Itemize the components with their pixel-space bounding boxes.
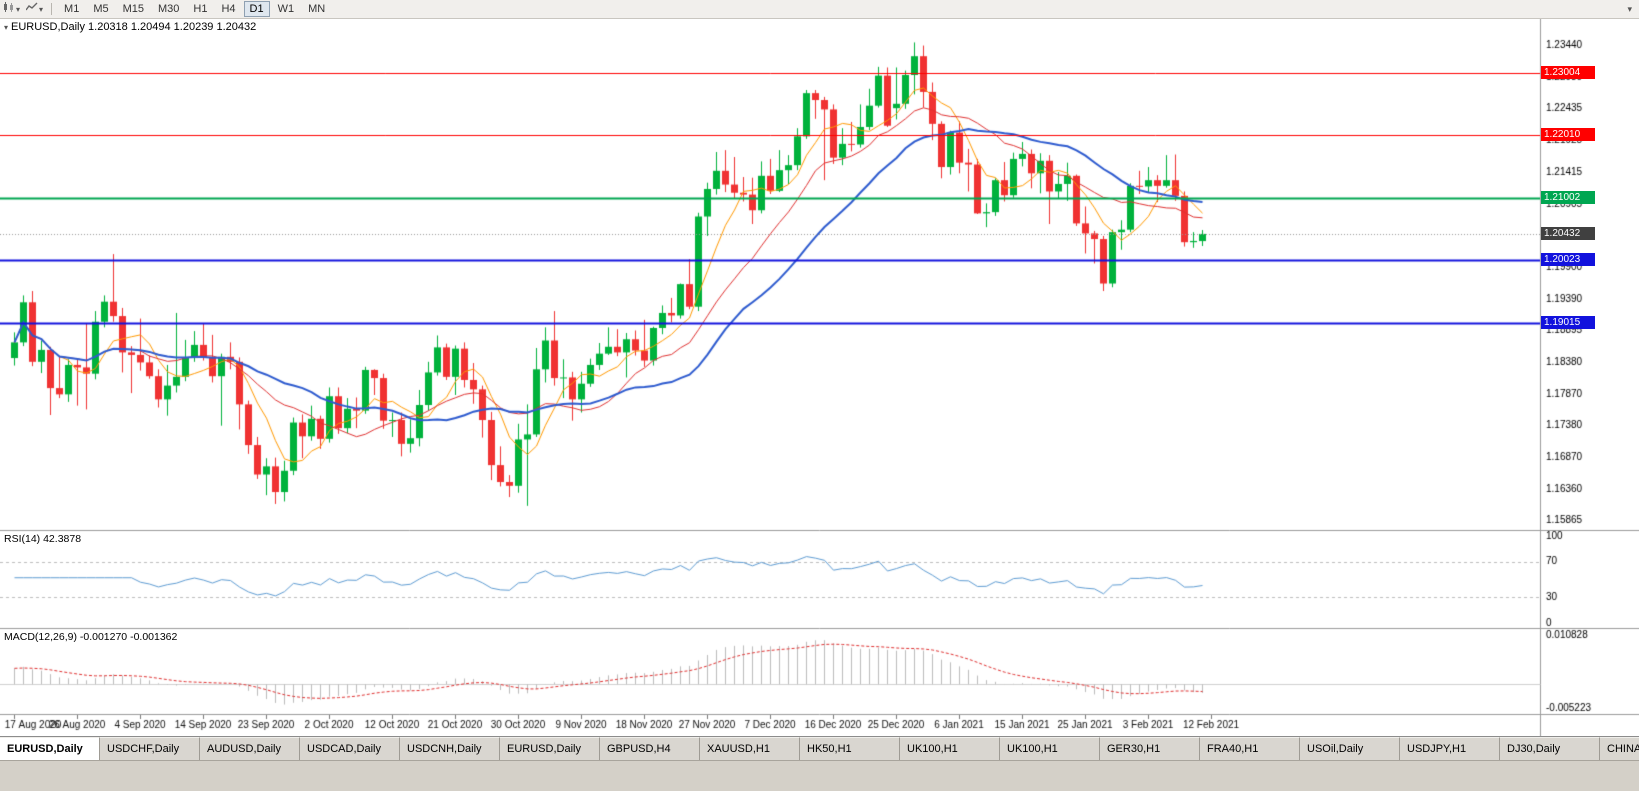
chart-tab-eurusd-daily[interactable]: EURUSD,Daily <box>500 737 600 761</box>
chart-type-dropdown[interactable]: ▾ <box>0 1 23 17</box>
timeframe-button-h1[interactable]: H1 <box>193 3 208 15</box>
chart-tab-uk100-h1[interactable]: UK100,H1 <box>900 737 1000 761</box>
hline-price-label-1.22010[interactable]: 1.22010 <box>1541 128 1595 141</box>
timeframe-button-m5[interactable]: M5 <box>93 3 109 15</box>
chevron-down-icon: ▾ <box>16 4 21 14</box>
timeframe-button-mn[interactable]: MN <box>308 3 326 15</box>
indicator-line-icon <box>25 2 38 16</box>
chart-tab-usdcad-daily[interactable]: USDCAD,Daily <box>300 737 400 761</box>
hline-price-label-1.19015[interactable]: 1.19015 <box>1541 316 1595 329</box>
toolbar-separator <box>51 3 53 15</box>
collapse-triangle-icon: ▾ <box>4 23 9 32</box>
chart-ohlc-label: ▾ EURUSD,Daily 1.20318 1.20494 1.20239 1.… <box>4 21 256 33</box>
hline-price-label-1.20023[interactable]: 1.20023 <box>1541 253 1595 266</box>
chart-tab-usdchf-daily[interactable]: USDCHF,Daily <box>100 737 200 761</box>
chevron-down-icon: ▾ <box>39 4 44 14</box>
current-price-label[interactable]: 1.20432 <box>1541 227 1595 240</box>
price-chart-canvas[interactable] <box>0 18 1639 736</box>
chart-tab-dj30-daily[interactable]: DJ30,Daily <box>1500 737 1600 761</box>
candlestick-chart-icon <box>3 2 15 16</box>
timeframe-button-m15[interactable]: M15 <box>122 3 144 15</box>
status-bar <box>0 760 1639 791</box>
timeframe-button-w1[interactable]: W1 <box>277 3 295 15</box>
timeframe-button-m1[interactable]: M1 <box>64 3 80 15</box>
hline-price-label-1.21002[interactable]: 1.21002 <box>1541 191 1595 204</box>
rsi-indicator-label: RSI(14) 42.3878 <box>4 533 82 545</box>
toolbar-more-button[interactable]: ▾ <box>1627 3 1632 14</box>
hline-price-label-1.23004[interactable]: 1.23004 <box>1541 66 1595 79</box>
timeframe-buttons: M1 M5 M15 M30 H1 H4 D1 W1 MN <box>57 1 332 17</box>
chart-tab-hk50-h1[interactable]: HK50,H1 <box>800 737 900 761</box>
chart-tab-china300-h1[interactable]: CHINA300,H1 <box>1600 737 1639 761</box>
chart-tab-eurusd-daily[interactable]: EURUSD,Daily <box>0 737 100 761</box>
chart-tab-bar: EURUSD,Daily USDCHF,Daily AUDUSD,Daily USDC… <box>0 736 1639 761</box>
toolbar: ▾ ▾ M1 M5 M15 M30 H1 H4 D1 W1 MN ▾ <box>0 0 1639 19</box>
chart-tab-xauusd-h1[interactable]: XAUUSD,H1 <box>700 737 800 761</box>
timeframe-button-m30[interactable]: M30 <box>158 3 180 15</box>
timeframe-button-h4[interactable]: H4 <box>221 3 236 15</box>
chart-tab-audusd-daily[interactable]: AUDUSD,Daily <box>200 737 300 761</box>
timeframe-button-d1[interactable]: D1 <box>243 1 270 17</box>
chart-tab-usoil-daily[interactable]: USOil,Daily <box>1300 737 1400 761</box>
chart-tab-ger30-h1[interactable]: GER30,H1 <box>1100 737 1200 761</box>
chart-tab-fra40-h1[interactable]: FRA40,H1 <box>1200 737 1300 761</box>
chart-tab-uk100-h1[interactable]: UK100,H1 <box>1000 737 1100 761</box>
chart-area: ▾ EURUSD,Daily 1.20318 1.20494 1.20239 1.… <box>0 18 1639 736</box>
chart-tab-usdjpy-h1[interactable]: USDJPY,H1 <box>1400 737 1500 761</box>
indicators-dropdown[interactable]: ▾ <box>23 1 46 17</box>
ohlc-text: EURUSD,Daily 1.20318 1.20494 1.20239 1.2… <box>11 21 257 33</box>
chart-tab-usdcnh-daily[interactable]: USDCNH,Daily <box>400 737 500 761</box>
chart-tab-gbpusd-h4[interactable]: GBPUSD,H4 <box>600 737 700 761</box>
macd-indicator-label: MACD(12,26,9) -0.001270 -0.001362 <box>4 631 178 643</box>
